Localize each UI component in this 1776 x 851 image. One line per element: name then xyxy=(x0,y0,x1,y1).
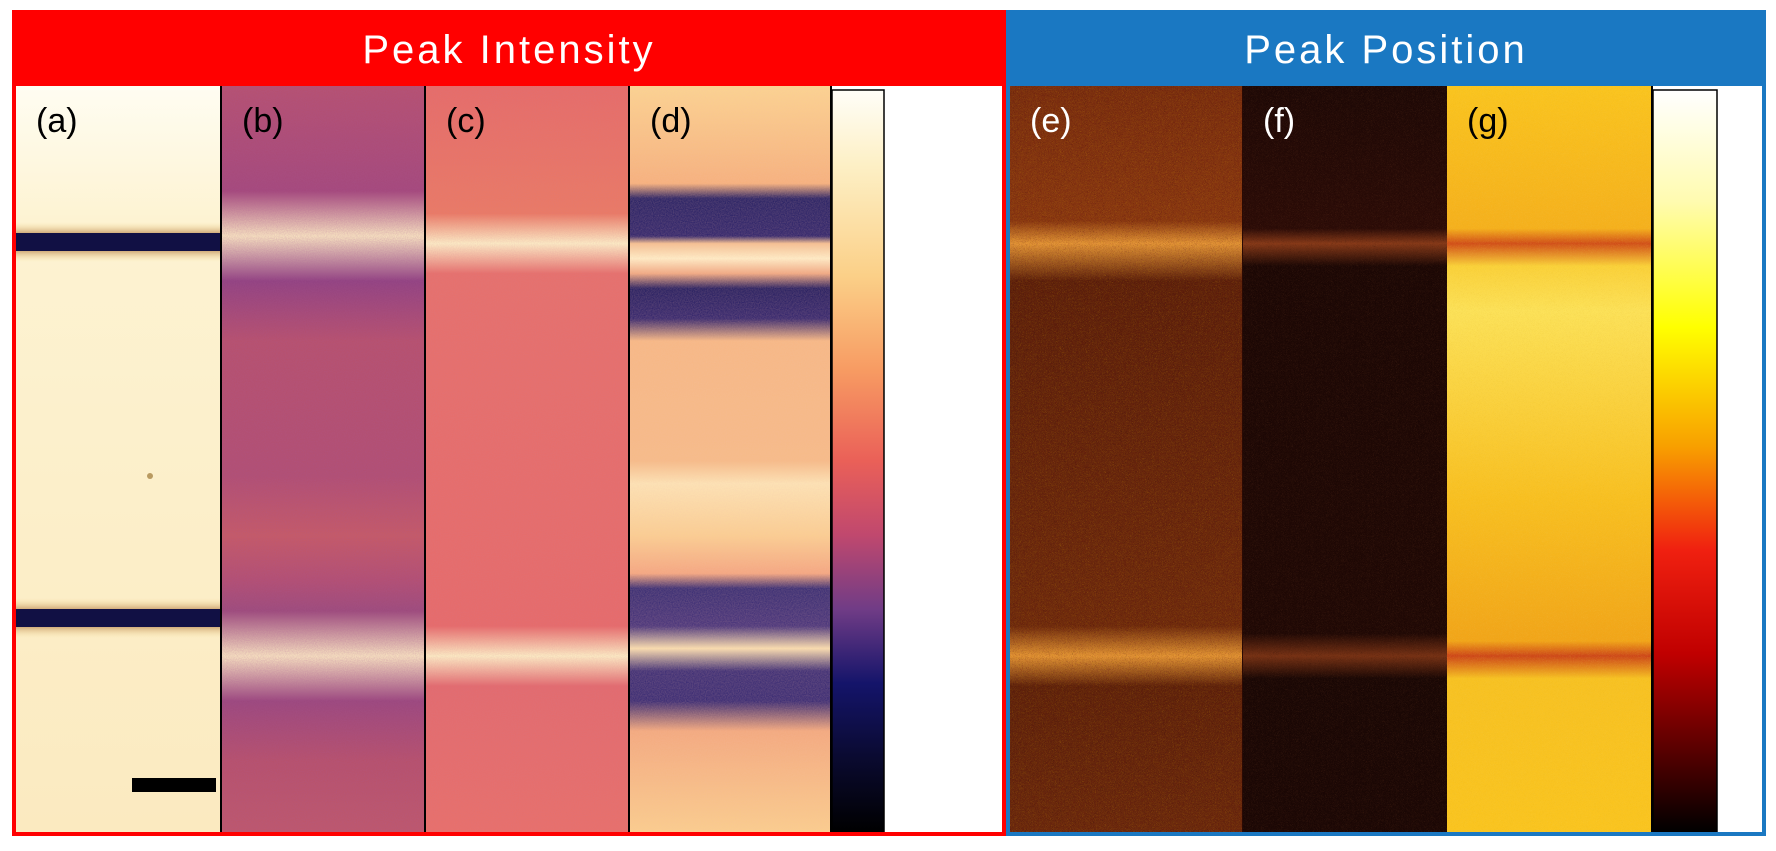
panel-b-label: (b) xyxy=(242,102,284,140)
panel-f-label: (f) xyxy=(1263,102,1296,140)
intensity-colorbar-area xyxy=(832,86,1002,832)
panel-e-image xyxy=(1010,86,1242,832)
divider xyxy=(1242,86,1243,832)
panel-a-image xyxy=(16,86,220,832)
panel-b: (b) xyxy=(222,86,424,832)
panel-d: (d) xyxy=(630,86,830,832)
panel-g: (g) xyxy=(1447,86,1651,832)
peak-intensity-group: Peak Intensity xyxy=(12,10,1006,836)
panel-a: (a) xyxy=(16,86,220,832)
peak-position-title: Peak Position xyxy=(1010,14,1762,86)
intensity-colorbar xyxy=(832,89,885,832)
panel-e-label: (e) xyxy=(1030,102,1072,140)
divider xyxy=(1651,86,1653,832)
panel-g-image xyxy=(1447,86,1651,832)
panel-c-image xyxy=(426,86,628,832)
divider xyxy=(628,86,630,832)
panel-d-label: (d) xyxy=(650,102,692,140)
panel-b-image xyxy=(222,86,424,832)
panel-e: (e) xyxy=(1010,86,1242,832)
position-colorbar xyxy=(1653,89,1718,832)
divider xyxy=(220,86,222,832)
panel-c: (c) xyxy=(426,86,628,832)
panel-a-label: (a) xyxy=(36,102,78,140)
scale-bar xyxy=(132,778,216,792)
divider xyxy=(424,86,426,832)
panel-d-image xyxy=(630,86,830,832)
panel-c-label: (c) xyxy=(446,102,486,140)
peak-position-group: Peak Position xyxy=(1006,10,1766,836)
position-colorbar-area xyxy=(1653,86,1762,832)
panel-f-image xyxy=(1243,86,1447,832)
panel-g-label: (g) xyxy=(1467,102,1509,140)
panel-f: (f) xyxy=(1243,86,1447,832)
peak-intensity-title: Peak Intensity xyxy=(16,14,1002,86)
divider xyxy=(830,86,832,832)
